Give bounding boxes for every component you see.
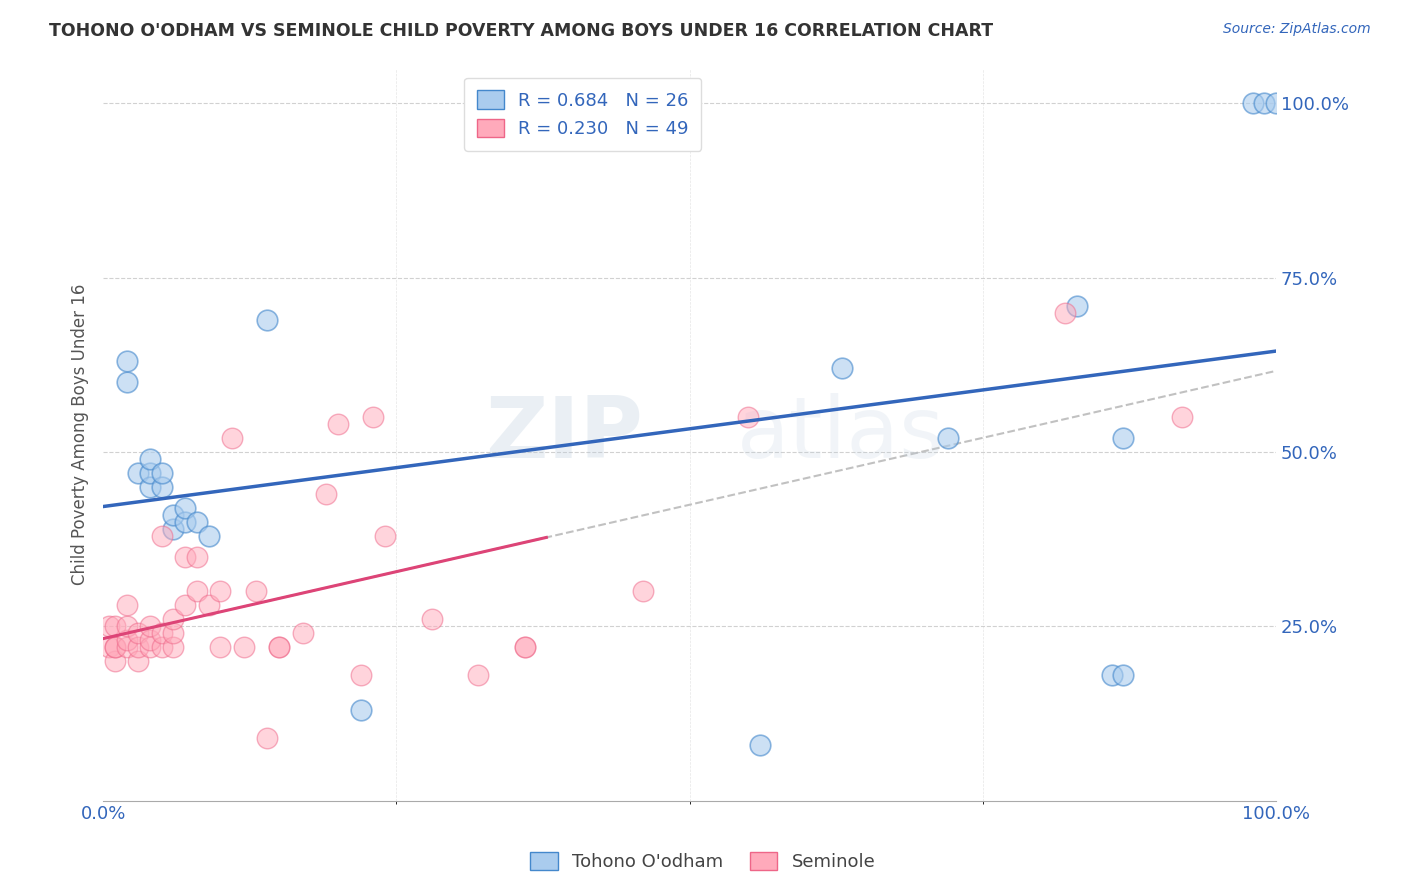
Point: [350, 668, 373, 682]
Point: [150, 626, 173, 640]
Point: [127, 626, 149, 640]
Point: [420, 612, 443, 626]
Point: [150, 480, 173, 494]
Point: [150, 529, 173, 543]
Point: [1171, 410, 1194, 425]
Point: [162, 640, 184, 655]
Point: [104, 654, 127, 668]
Point: [186, 549, 208, 564]
Point: [174, 599, 197, 613]
Point: [197, 529, 219, 543]
Point: [936, 431, 959, 445]
Point: [1101, 668, 1123, 682]
Point: [631, 584, 654, 599]
Point: [326, 417, 349, 431]
Point: [209, 584, 232, 599]
Point: [127, 654, 149, 668]
Legend: Tohono O'odham, Seminole: Tohono O'odham, Seminole: [523, 845, 883, 879]
Point: [267, 640, 290, 655]
Point: [127, 466, 149, 480]
Point: [162, 612, 184, 626]
Text: TOHONO O'ODHAM VS SEMINOLE CHILD POVERTY AMONG BOYS UNDER 16 CORRELATION CHART: TOHONO O'ODHAM VS SEMINOLE CHILD POVERTY…: [49, 22, 993, 40]
Point: [98, 640, 121, 655]
Point: [115, 633, 138, 648]
Point: [515, 640, 537, 655]
Point: [139, 466, 162, 480]
Point: [104, 640, 127, 655]
Point: [162, 522, 184, 536]
Point: [1066, 299, 1088, 313]
Point: [374, 529, 396, 543]
Point: [174, 515, 197, 529]
Point: [162, 626, 184, 640]
Point: [150, 640, 173, 655]
Point: [748, 738, 770, 752]
Point: [221, 431, 243, 445]
Point: [1253, 96, 1275, 111]
Point: [139, 480, 162, 494]
Point: [139, 640, 162, 655]
Point: [174, 500, 197, 515]
Point: [115, 640, 138, 655]
Point: [350, 703, 373, 717]
Point: [267, 640, 290, 655]
Point: [150, 466, 173, 480]
Point: [139, 452, 162, 467]
Legend: R = 0.684   N = 26, R = 0.230   N = 49: R = 0.684 N = 26, R = 0.230 N = 49: [464, 78, 702, 151]
Point: [1265, 96, 1288, 111]
Point: [104, 640, 127, 655]
Point: [98, 619, 121, 633]
Text: Source: ZipAtlas.com: Source: ZipAtlas.com: [1223, 22, 1371, 37]
Point: [315, 487, 337, 501]
Point: [209, 640, 232, 655]
Y-axis label: Child Poverty Among Boys Under 16: Child Poverty Among Boys Under 16: [72, 284, 89, 585]
Point: [115, 354, 138, 368]
Point: [1241, 96, 1264, 111]
Point: [467, 668, 489, 682]
Point: [115, 619, 138, 633]
Point: [186, 515, 208, 529]
Point: [737, 410, 759, 425]
Point: [1053, 305, 1076, 319]
Text: ZIP: ZIP: [485, 393, 643, 476]
Point: [104, 619, 127, 633]
Point: [1112, 431, 1135, 445]
Point: [127, 640, 149, 655]
Point: [139, 633, 162, 648]
Point: [361, 410, 384, 425]
Point: [174, 549, 197, 564]
Point: [115, 599, 138, 613]
Point: [245, 584, 267, 599]
Point: [232, 640, 254, 655]
Point: [115, 376, 138, 390]
Point: [831, 361, 853, 376]
Point: [197, 599, 219, 613]
Text: atlas: atlas: [737, 393, 945, 476]
Point: [186, 584, 208, 599]
Point: [1112, 668, 1135, 682]
Point: [291, 626, 314, 640]
Point: [515, 640, 537, 655]
Point: [139, 619, 162, 633]
Point: [162, 508, 184, 522]
Point: [256, 312, 278, 326]
Point: [256, 731, 278, 745]
